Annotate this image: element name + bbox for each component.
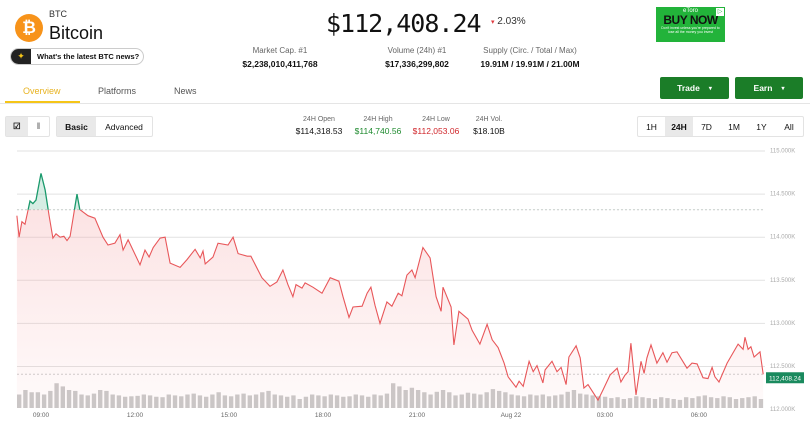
ad-disclaimer: Don't invest unless you're prepared to l… xyxy=(661,26,720,35)
price-change-value: 2.03% xyxy=(497,16,526,27)
y-tick-label: 114.000K xyxy=(770,235,795,241)
stat-value: $2,238,010,411,768 xyxy=(242,59,318,69)
day-stat-value: $18.10B xyxy=(473,126,505,136)
day-stat-label: 24H Open xyxy=(303,116,335,123)
y-tick-label: 113.000K xyxy=(770,321,795,327)
price-change: ▾ 2.03% xyxy=(491,16,526,27)
current-price-tag xyxy=(766,372,804,384)
bitcoin-logo: ₿ xyxy=(15,14,43,42)
x-tick-label: 09:00 xyxy=(33,412,50,419)
day-stat-label: 24H High xyxy=(363,116,393,123)
chart-type-toggle: ☑ ⫴ xyxy=(5,116,50,137)
trade-button[interactable]: Trade ▾ xyxy=(660,77,729,99)
day-stat-value: $114,318.53 xyxy=(295,126,343,136)
stat-label: Volume (24h) #1 xyxy=(387,46,447,55)
x-tick-label: 21:00 xyxy=(409,412,426,419)
timeframe-7d[interactable]: 7D xyxy=(701,121,712,132)
sparkle-icon: ✦ xyxy=(11,49,31,64)
line-chart-icon[interactable]: ☑ xyxy=(6,117,28,136)
stat-label: Supply (Circ. / Total / Max) xyxy=(483,46,577,55)
chevron-down-icon: ▾ xyxy=(708,85,712,92)
ad-brand: eToro xyxy=(682,8,698,14)
timeframe-1m[interactable]: 1M xyxy=(728,121,740,132)
candlestick-icon[interactable]: ⫴ xyxy=(36,121,41,131)
current-price-tag-label: 112,408.24 xyxy=(769,375,801,382)
down-area-fill xyxy=(16,209,764,408)
day-stat-volume: 24H Vol. $18.10B xyxy=(469,116,509,136)
advanced-mode-button[interactable]: Advanced xyxy=(105,121,143,132)
tab-news[interactable]: News xyxy=(174,86,197,96)
trade-label: Trade xyxy=(677,83,700,93)
x-tick-label: 12:00 xyxy=(127,412,144,419)
tab-overview[interactable]: Overview xyxy=(23,86,61,96)
stat-market-cap: Market Cap. #1 $2,238,010,411,768 xyxy=(230,46,330,69)
ad-choices-icon[interactable]: ▷ xyxy=(716,8,724,16)
current-price: $112,408.24 xyxy=(326,9,482,38)
timeframe-selector: 1H 24H 7D 1M 1Y All xyxy=(637,116,804,137)
day-stat-high: 24H High $114,740.56 xyxy=(350,116,406,136)
day-stat-open: 24H Open $114,318.53 xyxy=(290,116,348,136)
timeframe-24h[interactable]: 24H xyxy=(665,117,693,136)
chevron-down-icon: ▾ xyxy=(781,85,785,92)
earn-button[interactable]: Earn ▾ xyxy=(735,77,803,99)
x-tick-label: 18:00 xyxy=(315,412,332,419)
coin-name: Bitcoin xyxy=(49,23,104,43)
price-line-down xyxy=(16,209,764,402)
day-stat-label: 24H Low xyxy=(422,116,450,123)
y-tick-label: 114.500K xyxy=(770,192,795,198)
timeframe-1h[interactable]: 1H xyxy=(646,121,657,132)
y-tick-label: 112.500K xyxy=(770,364,795,370)
news-prompt-label: What's the latest BTC news? xyxy=(37,52,140,61)
tab-platforms[interactable]: Platforms xyxy=(98,86,137,96)
x-tick-label: Aug 22 xyxy=(501,412,522,419)
stat-value: 19.91M / 19.91M / 21.00M xyxy=(480,59,580,69)
x-tick-label: 15:00 xyxy=(221,412,238,419)
timeframe-1y[interactable]: 1Y xyxy=(756,121,767,132)
ad-headline: BUY NOW xyxy=(663,13,718,27)
divider xyxy=(0,103,810,104)
day-stat-value: $112,053.06 xyxy=(412,126,460,136)
y-tick-label: 112.000K xyxy=(770,407,795,413)
x-tick-label: 03:00 xyxy=(597,412,614,419)
coin-symbol: BTC xyxy=(49,9,67,19)
stat-supply: Supply (Circ. / Total / Max) 19.91M / 19… xyxy=(470,46,590,69)
active-tab-indicator xyxy=(5,101,80,103)
up-area-fill xyxy=(28,173,80,210)
stat-volume: Volume (24h) #1 $17,336,299,802 xyxy=(365,46,469,69)
basic-mode-button[interactable]: Basic xyxy=(57,117,96,136)
ai-news-button[interactable]: ✦ What's the latest BTC news? xyxy=(10,48,144,65)
earn-label: Earn xyxy=(753,83,773,93)
down-arrow-icon: ▾ xyxy=(491,19,495,26)
y-tick-label: 115.000K xyxy=(770,149,795,155)
stat-value: $17,336,299,802 xyxy=(385,59,449,69)
mode-toggle: Basic Advanced xyxy=(56,116,153,137)
timeframe-all[interactable]: All xyxy=(784,121,794,132)
day-stat-label: 24H Vol. xyxy=(475,116,503,123)
y-tick-label: 113.500K xyxy=(770,278,795,284)
stat-label: Market Cap. #1 xyxy=(252,46,308,55)
x-tick-label: 06:00 xyxy=(691,412,708,419)
day-stat-value: $114,740.56 xyxy=(354,126,402,136)
day-stat-low: 24H Low $112,053.06 xyxy=(408,116,464,136)
etoro-ad-banner[interactable]: ▷ eToro BUY NOW Don't invest unless you'… xyxy=(656,7,725,42)
